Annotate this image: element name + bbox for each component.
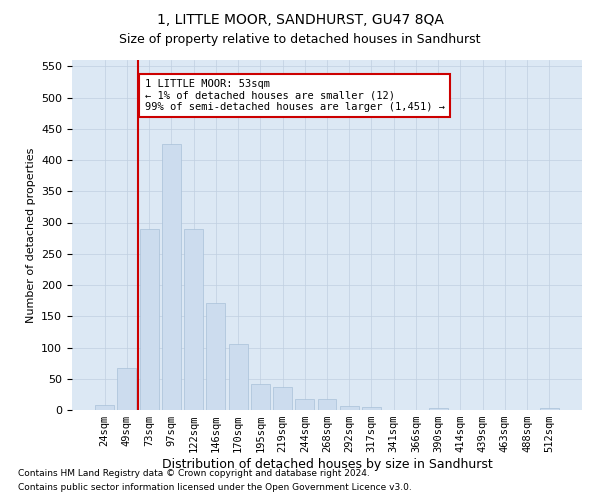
Bar: [229, 344, 248, 410]
Text: 1 LITTLE MOOR: 53sqm
← 1% of detached houses are smaller (12)
99% of semi-detach: 1 LITTLE MOOR: 53sqm ← 1% of detached ho…: [145, 78, 445, 112]
Bar: [184, 229, 203, 410]
Bar: [140, 229, 158, 410]
Bar: [317, 398, 337, 410]
Bar: [118, 368, 136, 410]
X-axis label: Distribution of detached houses by size in Sandhurst: Distribution of detached houses by size …: [161, 458, 493, 471]
Bar: [295, 398, 314, 410]
Bar: [251, 384, 270, 410]
Bar: [162, 144, 181, 410]
Text: Contains HM Land Registry data © Crown copyright and database right 2024.: Contains HM Land Registry data © Crown c…: [18, 468, 370, 477]
Bar: [340, 406, 359, 410]
Bar: [273, 387, 292, 410]
Text: Contains public sector information licensed under the Open Government Licence v3: Contains public sector information licen…: [18, 484, 412, 492]
Bar: [429, 408, 448, 410]
Bar: [540, 408, 559, 410]
Bar: [206, 302, 225, 410]
Bar: [362, 407, 381, 410]
Y-axis label: Number of detached properties: Number of detached properties: [26, 148, 35, 322]
Bar: [95, 405, 114, 410]
Text: Size of property relative to detached houses in Sandhurst: Size of property relative to detached ho…: [119, 32, 481, 46]
Text: 1, LITTLE MOOR, SANDHURST, GU47 8QA: 1, LITTLE MOOR, SANDHURST, GU47 8QA: [157, 12, 443, 26]
